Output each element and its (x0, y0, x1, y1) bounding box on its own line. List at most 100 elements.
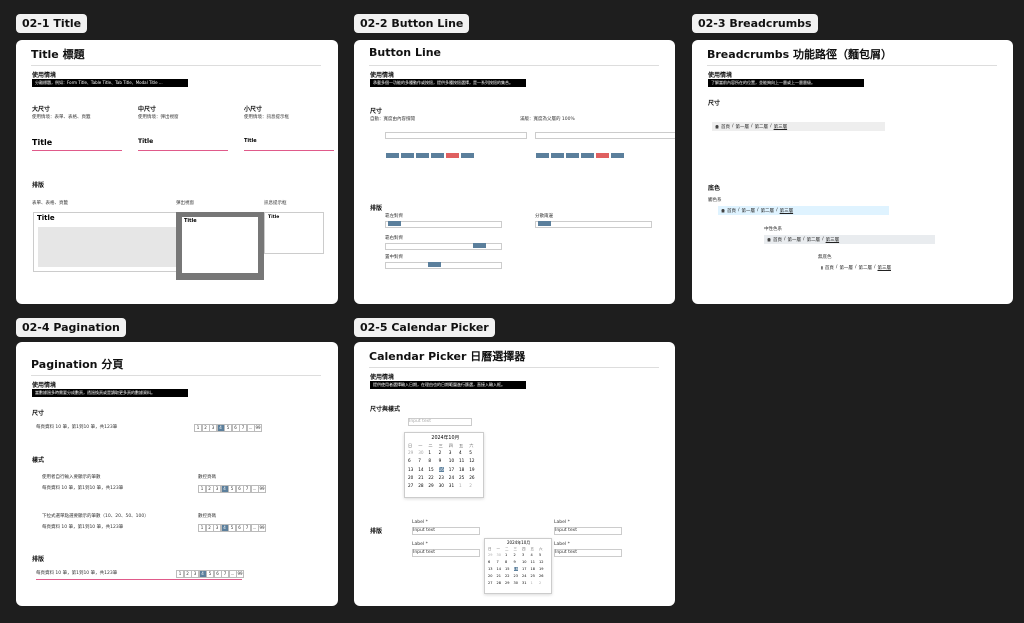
calendar-month: 2024年10月 (507, 540, 531, 545)
modal: Title (182, 217, 258, 273)
layout-name: 分散兩邊 (535, 214, 553, 219)
usage-text: 承載多個一功能的多種動作或按鈕，提供多種按鈕選擇，是一系列按鈕的集合。 (370, 79, 526, 87)
day: 12 (539, 560, 544, 564)
crumb: 首頁 (773, 237, 782, 243)
button-line (535, 221, 652, 228)
size-note: 自動：寬度由內容撐開 (370, 117, 415, 122)
button-line (535, 132, 675, 139)
button-line (385, 221, 502, 228)
weekday: 五 (459, 442, 464, 448)
frame-title: Title (184, 218, 197, 224)
weekday: 一 (496, 547, 501, 551)
day: 20 (408, 475, 414, 480)
day: 12 (469, 458, 475, 464)
frame-body (38, 227, 182, 267)
summary: 每頁資料 10 筆，第1到10 筆，共123筆 (42, 525, 124, 530)
field: Input text (408, 418, 472, 426)
day: 2 (469, 483, 472, 489)
spec-line (138, 150, 228, 151)
crumb: 第三層 (877, 265, 892, 271)
field-label: Label * (554, 542, 570, 547)
day: 26 (539, 574, 544, 578)
button (538, 221, 551, 226)
day: 4 (459, 449, 462, 455)
day: 30 (438, 483, 444, 489)
crumb-separator: / (751, 124, 753, 129)
layout-name: 靠右對齊 (385, 236, 403, 241)
field: Input text (554, 527, 622, 535)
size-note: 使用情境：表單、表格、頁籤 (32, 115, 91, 120)
summary: 每頁資料 10 筆，第1到10 筆，共123筆 (36, 571, 118, 576)
usage-text: 了解當前內容所在的位置，並能夠向上一層或上一層層級。 (708, 79, 864, 87)
day: 27 (488, 581, 493, 585)
day: 8 (505, 560, 508, 564)
day: 6 (488, 560, 491, 564)
crumb-separator: / (835, 265, 838, 270)
summary: 每頁資料 10 筆，第1到10 筆，共123筆 (36, 425, 118, 430)
weekday: 二 (505, 547, 509, 551)
day: 16 (438, 466, 444, 472)
weekday: 一 (418, 442, 423, 448)
panel-tag: 02-5 Calendar Picker (354, 318, 495, 337)
layout-heading: 排版 (32, 556, 45, 563)
layout-heading: 排版 (370, 205, 383, 212)
day: 13 (488, 567, 493, 571)
toast-frame: Title (264, 212, 324, 254)
day: 1 (505, 553, 508, 557)
panel-tag: 02-1 Title (16, 14, 88, 33)
style-note: 下拉式選單點選要顯示的筆數（10、20、50、100） (42, 514, 149, 519)
crumb: 第三層 (773, 124, 788, 130)
panel-tag: 02-2 Button Line (354, 14, 470, 33)
day: 11 (530, 560, 535, 564)
color-label: 中性色系 (764, 227, 782, 232)
crumb-separator: / (770, 124, 772, 129)
size-heading: 小尺寸 (244, 106, 263, 113)
panel: Pagination 分頁 使用情境 當數據過多時需要分成數頁，透過換頁或是讀取更多… (16, 342, 338, 606)
usage-heading: 使用情境 (708, 72, 733, 79)
day: 17 (448, 466, 455, 472)
day: 24 (522, 574, 527, 578)
weekday: 六 (469, 442, 474, 448)
day: 8 (428, 458, 432, 464)
button (386, 153, 399, 158)
panel-title: Pagination 分頁 (31, 358, 124, 371)
button (551, 153, 564, 158)
day: 9 (438, 458, 442, 464)
calendar: 2024年10月日一二三四五六 29 30 1 2 3 4 5 6 7 8 9 10 11 12 13 14 15… (484, 538, 552, 594)
day: 23 (513, 574, 518, 578)
button (611, 153, 624, 158)
divider (369, 367, 659, 368)
field: Input text (554, 549, 622, 557)
breadcrumb: 首頁 / 第一層 / 第二層 / 第三層 (718, 206, 889, 215)
button (566, 153, 579, 158)
calendar-month: 2024年10月 (431, 436, 460, 441)
page-button: 99 (258, 485, 266, 493)
day: 19 (539, 567, 544, 571)
modal-frame: Title (176, 212, 264, 280)
color-label: 無底色 (818, 255, 832, 260)
day: 3 (448, 449, 452, 455)
crumb-separator: / (732, 124, 734, 129)
frame-title: Title (37, 214, 55, 222)
panel-title: Title 標題 (31, 48, 85, 61)
page-button: 99 (254, 424, 262, 432)
day: 5 (469, 449, 472, 455)
usage-text: 分離標題，例如：Form Title、Table Title、Tab Title… (32, 79, 188, 87)
field: Input text (412, 549, 480, 557)
field: Input text (412, 527, 480, 535)
weekday: 日 (488, 547, 492, 551)
day: 31 (522, 581, 527, 585)
size-note: 滿版：寬度為父層的 100% (520, 117, 575, 122)
panel: Calendar Picker 日曆選擇器 使用情境 提供使用者選擇輸入日期，在理由… (354, 342, 675, 606)
day: 3 (522, 553, 525, 557)
pager-label: 數控頁碼 (198, 514, 216, 519)
crumb: 第一層 (787, 237, 802, 243)
weekday: 五 (530, 547, 535, 551)
day: 10 (448, 458, 455, 464)
day: 19 (469, 466, 475, 472)
crumb: 第二層 (806, 237, 821, 243)
home-icon (767, 237, 771, 242)
day: 29 (408, 449, 414, 455)
spec-line (32, 150, 122, 151)
day: 4 (530, 553, 533, 557)
